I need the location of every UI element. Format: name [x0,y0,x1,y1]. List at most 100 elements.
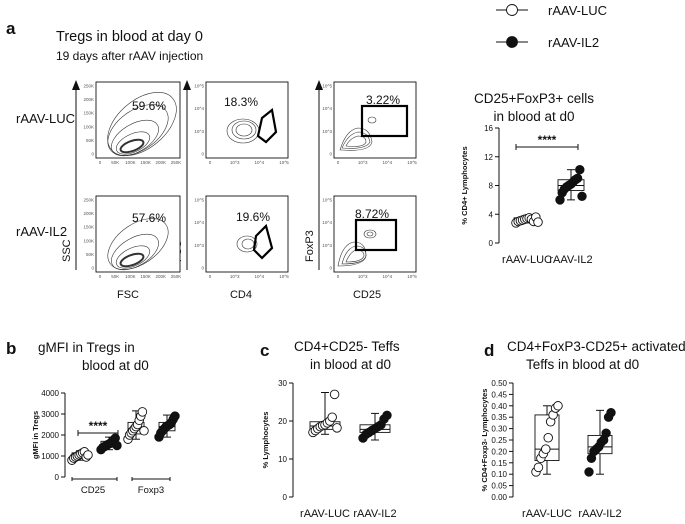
gate-il2-cd4: 19.6% [236,210,270,224]
data-point [572,173,583,184]
flow-tick-y: 0 [329,266,332,271]
flow-tick-x: 0 [209,274,212,279]
category-label: rAAV-IL2 [549,254,592,266]
flow-tick-y: 50K [86,138,94,143]
y-tick-label: 0.05 [491,482,507,491]
legend-label-il2: rAAV-IL2 [548,35,599,50]
y-axis-label: % CD4+ Lymphocytes [460,146,469,224]
data-point [533,462,544,473]
flow-tick-x: 200K [156,160,167,165]
flow-tick-x: 0 [99,160,102,165]
flow-tick-x: 10^5 [279,160,289,165]
y-tick-label: 3000 [41,410,59,419]
chart-d-title-2: Teffs in blood at d0 [526,357,639,372]
chart-c-title-2: in blood at d0 [310,357,391,372]
legend-item-luc: rAAV-LUC [496,3,607,18]
fsc-axis-arrow [183,80,191,270]
y-tick-label: 1000 [41,452,59,461]
category-label: rAAV-LUC [522,508,572,520]
flow-plot-luc-cd4: 18.3% [205,81,289,159]
y-tick-label: 0.35 [491,413,507,422]
flow-tick-x: 10^4 [383,160,393,165]
y-tick-label: 4 [489,210,494,219]
chart-b-title-2: blood at d0 [82,358,149,373]
legend-item-il2: rAAV-IL2 [496,35,599,50]
flow-tick-x: 250K [171,160,182,165]
flow-tick-x: 0 [337,274,340,279]
panel-label-a: a [6,19,16,38]
y-tick-label: 0.45 [491,390,507,399]
flow-tick-y: 10^5 [194,198,204,203]
y-tick-label: 12 [484,153,493,162]
flow-tick-x: 100K [125,160,136,165]
flow-tick-y: 100K [83,124,94,129]
chart-d-activated-teffs: 0.00 0.05 0.10 0.15 0.20 0.25 0.30 0.35 0.40 0.45… [480,379,622,520]
flow-tick-y: 10^5 [322,198,332,203]
flow-tick-x: 0 [99,274,102,279]
y-tick-label: 2000 [41,431,59,440]
category-label: rAAV-LUC [300,508,350,520]
axis-label-cd4: CD4 [230,289,252,301]
flow-tick-y: 200K [83,97,94,102]
y-tick-label: 4000 [41,389,59,398]
flow-tick-y: 0 [201,266,204,271]
data-point [170,411,180,421]
y-tick-label: 0 [55,473,60,482]
ssc-axis-arrow [72,80,80,270]
y-tick-label: 0.30 [491,425,507,434]
group-label: CD25 [81,485,105,496]
legend: rAAV-LUC rAAV-IL2 [496,3,607,50]
axis-label-ssc: SSC [61,239,73,262]
flow-tick-x: 0 [209,160,212,165]
y-tick-label: 0.15 [491,459,507,468]
flow-tick-y: 150K [83,111,94,116]
chart-d-title-1: CD4+FoxP3-CD25+ activated [507,339,685,354]
y-tick-label: 0.50 [491,379,507,388]
flow-tick-y: 10^3 [322,129,332,134]
y-tick-label: 0.10 [491,470,507,479]
gate-il2-cd25: 8.72% [355,207,389,221]
data-point [584,467,594,477]
axis-label-cd25: CD25 [353,289,381,301]
data-point [329,389,340,400]
legend-label-luc: rAAV-LUC [548,3,607,18]
y-axis-label: % Lymphocytes [261,412,270,469]
row-label-luc: rAAV-LUC [16,111,75,126]
axis-label-fsc-x: FSC [117,289,139,301]
significance-label: **** [89,419,108,433]
chart-c-title-1: CD4+CD25- Teffs [294,339,400,354]
y-tick-label: 0.00 [491,493,507,502]
flow-tick-x: 200K [156,274,167,279]
flow-tick-y: 10^3 [322,243,332,248]
flow-tick-x: 10^3 [230,274,240,279]
gate-luc-fsc-ssc: 59.6% [132,99,166,113]
y-tick-label: 30 [278,379,287,388]
y-tick-label: 0.40 [491,402,507,411]
flow-plot-il2-cd25: 8.72% [333,195,417,273]
flow-tick-x: 150K [140,274,151,279]
chart-b-gmfi: 0 1000 2000 3000 4000 gMFI in Tregs CD25 Foxp3 *… [31,389,180,496]
data-point [541,444,551,454]
gate-luc-cd25: 3.22% [366,93,400,107]
flow-tick-y: 10^5 [322,84,332,89]
group-label: Foxp3 [138,485,164,496]
flow-tick-y: 250K [83,84,94,89]
y-axis-label: % CD4+Foxp3- Lymphocytes [480,389,489,492]
data-point [137,407,148,417]
foxp3-axis-arrow [315,80,323,270]
y-tick-label: 16 [484,124,493,133]
flow-subtitle: 19 days after rAAV injection [56,49,203,63]
flow-tick-y: 10^4 [194,106,204,111]
y-tick-label: 0 [283,493,288,502]
flow-tick-x: 10^3 [358,160,368,165]
data-point [139,426,149,436]
significance-label: **** [538,133,557,147]
flow-tick-y: 10^4 [322,106,332,111]
flow-tick-y: 150K [83,225,94,230]
data-point [543,432,553,443]
y-tick-label: 10 [278,455,287,464]
y-tick-label: 0 [489,239,494,248]
category-label: rAAV-LUC [502,254,552,266]
flow-title: Tregs in blood at day 0 [56,29,203,45]
data-point [332,423,342,433]
